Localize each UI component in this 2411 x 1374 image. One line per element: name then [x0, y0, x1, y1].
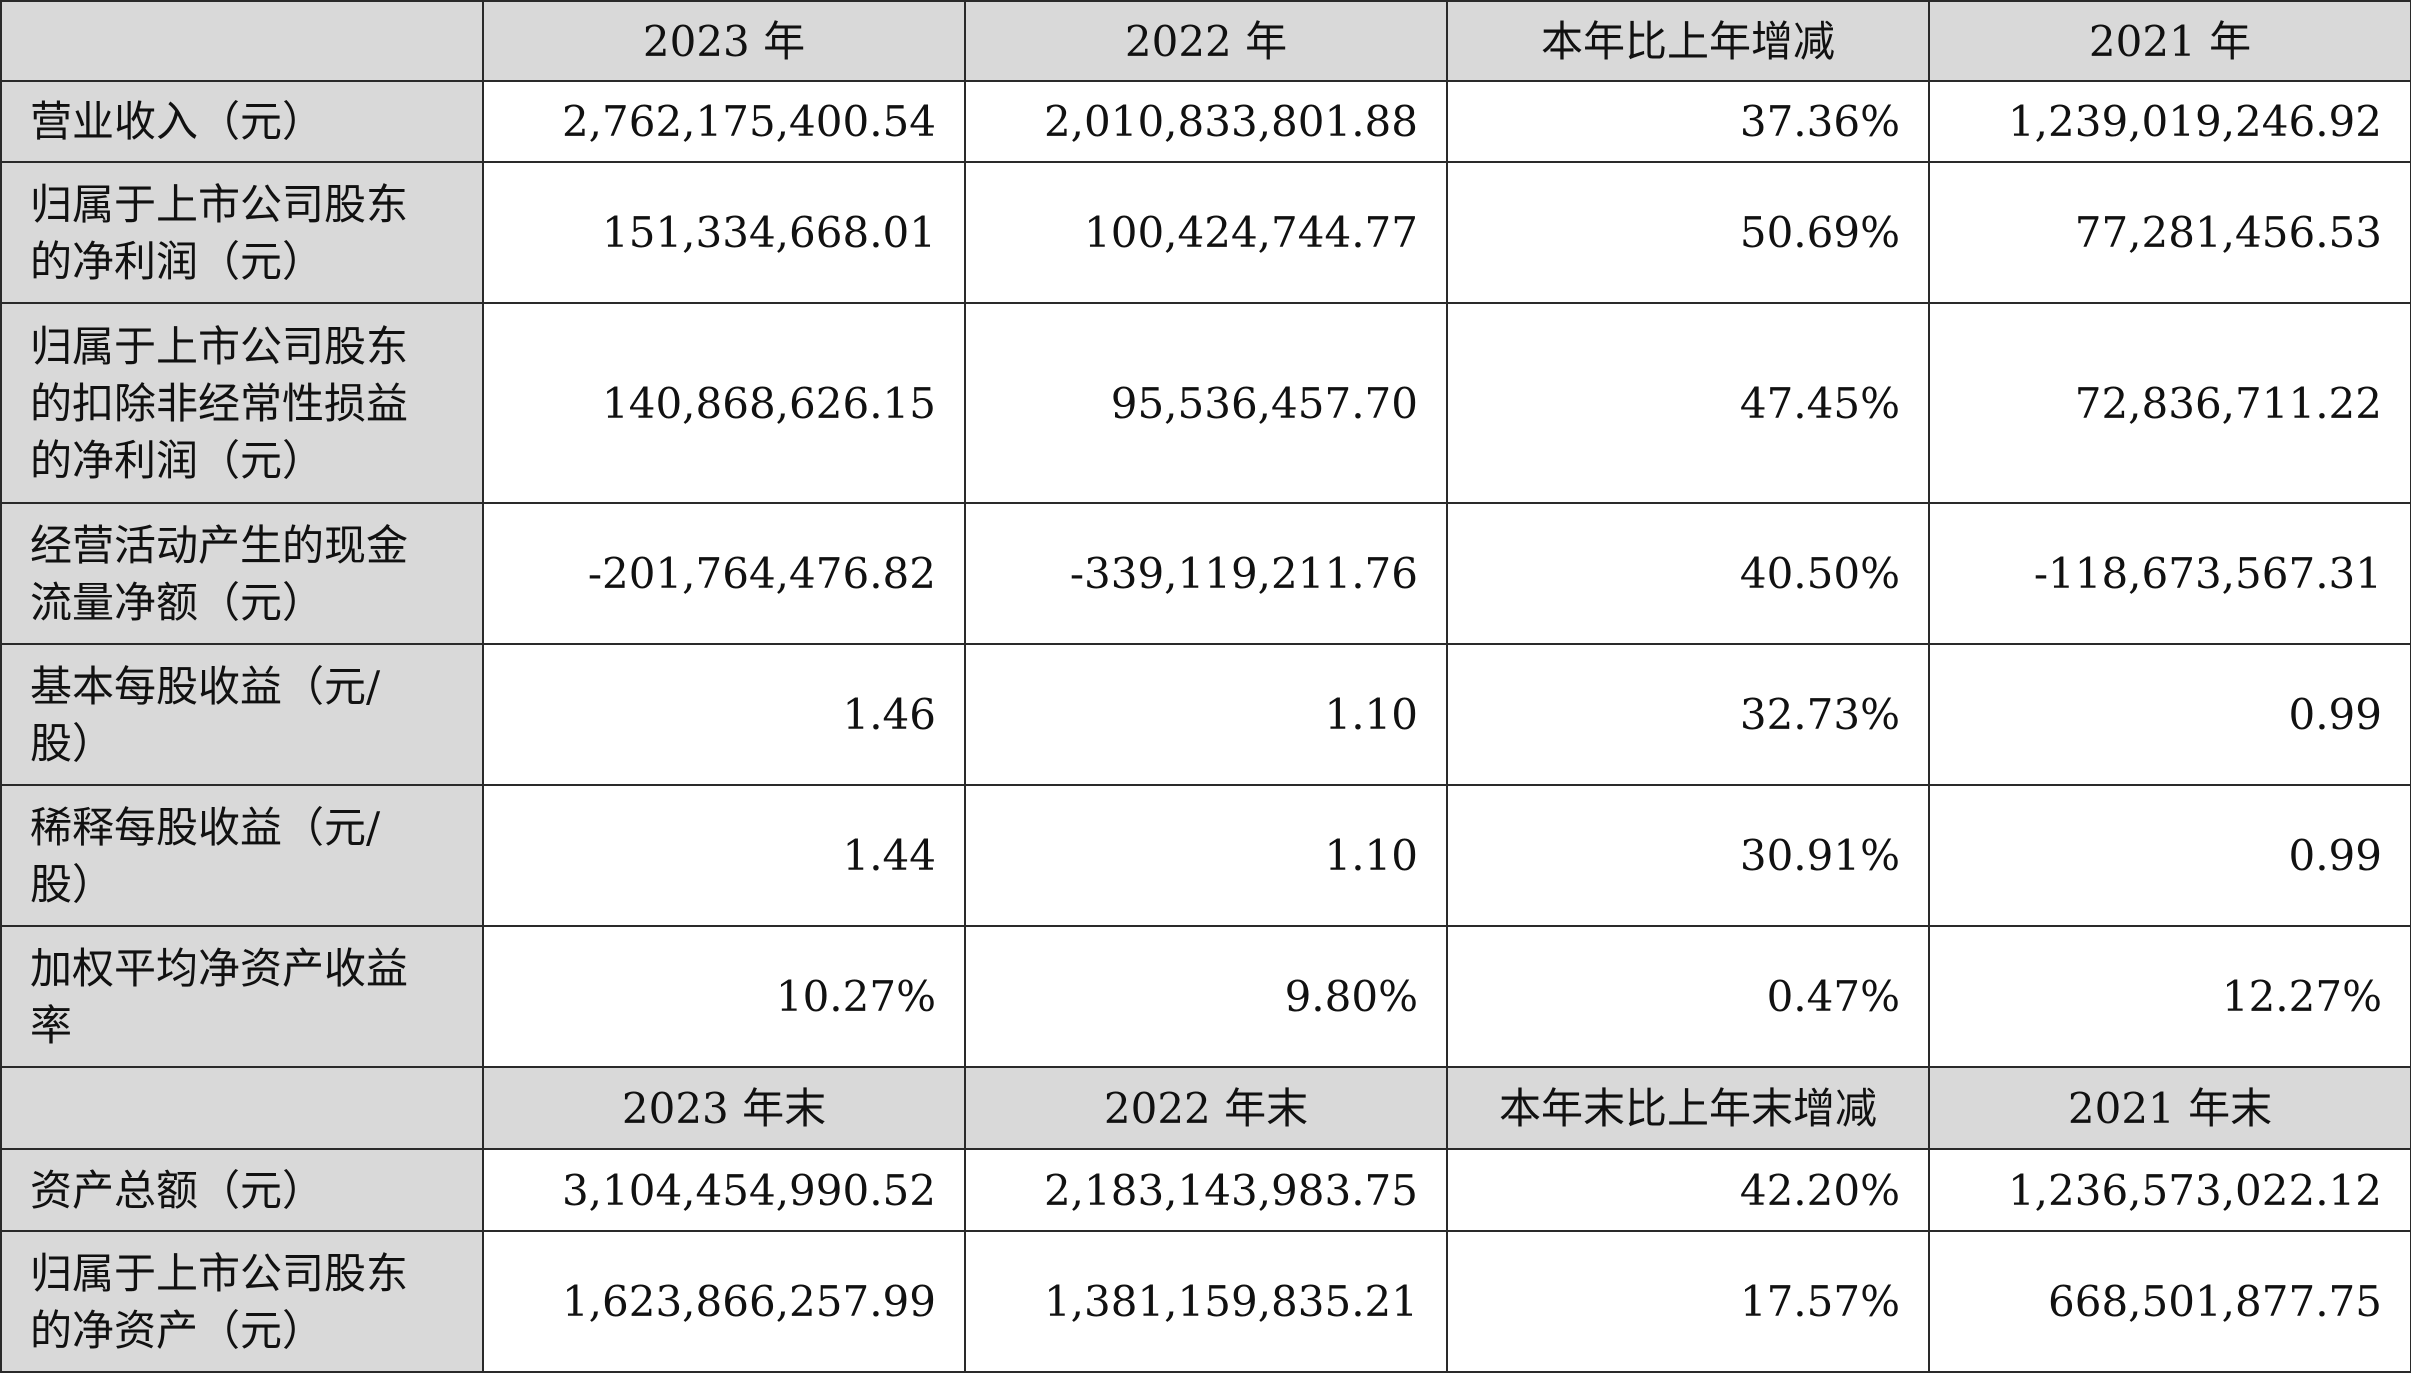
value-change-end: 17.57% — [1446, 1230, 1930, 1373]
header-2021: 2021 年 — [1928, 0, 2411, 82]
header-2023-end: 2023 年末 — [482, 1066, 966, 1150]
header-2022-end: 2022 年末 — [964, 1066, 1448, 1150]
row-label-line: 资产总额（元） — [30, 1165, 325, 1215]
row-label: 加权平均净资产收益 率 — [0, 925, 484, 1068]
row-label: 归属于上市公司股东 的净资产（元） — [0, 1230, 484, 1373]
value-2023-end: 3,104,454,990.52 — [482, 1148, 966, 1232]
row-label-line: 归属于上市公司股东 — [30, 321, 409, 371]
value-2022: 9.80% — [964, 925, 1448, 1068]
value-2021: 77,281,456.53 — [1928, 161, 2411, 304]
value-change: 30.91% — [1446, 784, 1930, 927]
value-2022: 2,010,833,801.88 — [964, 80, 1448, 163]
header-2021-end: 2021 年末 — [1928, 1066, 2411, 1150]
value-2023: 2,762,175,400.54 — [482, 80, 966, 163]
row-label: 归属于上市公司股东 的净利润（元） — [0, 161, 484, 304]
table-row: 资产总额（元） 3,104,454,990.52 2,183,143,983.7… — [0, 1148, 2411, 1232]
header-2022: 2022 年 — [964, 0, 1448, 82]
value-2022-end: 2,183,143,983.75 — [964, 1148, 1448, 1232]
header-corner-cell — [0, 1066, 484, 1150]
value-change: 47.45% — [1446, 302, 1930, 504]
value-2023-end: 1,623,866,257.99 — [482, 1230, 966, 1373]
value-2023: 140,868,626.15 — [482, 302, 966, 504]
row-label-line: 归属于上市公司股东 — [30, 1248, 409, 1298]
value-change: 0.47% — [1446, 925, 1930, 1068]
value-2022: 100,424,744.77 — [964, 161, 1448, 304]
value-2022-end: 1,381,159,835.21 — [964, 1230, 1448, 1373]
row-label-line: 经营活动产生的现金 — [30, 520, 409, 570]
header-change: 本年比上年增减 — [1446, 0, 1930, 82]
row-label: 基本每股收益（元/ 股） — [0, 643, 484, 786]
row-label-line: 营业收入（元） — [30, 97, 325, 146]
value-2023: -201,764,476.82 — [482, 502, 966, 645]
header-corner-cell — [0, 0, 484, 82]
value-change-end: 42.20% — [1446, 1148, 1930, 1232]
value-2023: 1.44 — [482, 784, 966, 927]
value-2021: 72,836,711.22 — [1928, 302, 2411, 504]
row-label-line: 的净利润（元） — [30, 236, 325, 286]
table-row: 归属于上市公司股东 的扣除非经常性损益 的净利润（元） 140,868,626.… — [0, 302, 2411, 504]
value-2021: 12.27% — [1928, 925, 2411, 1068]
value-2022: 95,536,457.70 — [964, 302, 1448, 504]
row-label-line: 股） — [30, 859, 115, 909]
value-2021-end: 668,501,877.75 — [1928, 1230, 2411, 1373]
row-label-line: 的扣除非经常性损益 — [30, 378, 409, 428]
row-label-line: 归属于上市公司股东 — [30, 179, 409, 229]
value-2022: 1.10 — [964, 643, 1448, 786]
header-2023: 2023 年 — [482, 0, 966, 82]
table-row: 加权平均净资产收益 率 10.27% 9.80% 0.47% 12.27% — [0, 925, 2411, 1068]
value-change: 37.36% — [1446, 80, 1930, 163]
table-row: 基本每股收益（元/ 股） 1.46 1.10 32.73% 0.99 — [0, 643, 2411, 786]
table-row: 营业收入（元） 2,762,175,400.54 2,010,833,801.8… — [0, 80, 2411, 163]
row-label-line: 稀释每股收益（元/ — [30, 802, 381, 852]
row-label-line: 流量净额（元） — [30, 577, 325, 627]
header-row-years: 2023 年 2022 年 本年比上年增减 2021 年 — [0, 0, 2411, 82]
header-change-end: 本年末比上年末增减 — [1446, 1066, 1930, 1150]
table-row: 经营活动产生的现金 流量净额（元） -201,764,476.82 -339,1… — [0, 502, 2411, 645]
value-2021: 1,239,019,246.92 — [1928, 80, 2411, 163]
value-2021: 0.99 — [1928, 643, 2411, 786]
value-2021: -118,673,567.31 — [1928, 502, 2411, 645]
row-label: 资产总额（元） — [0, 1148, 484, 1232]
value-change: 32.73% — [1446, 643, 1930, 786]
table-row: 归属于上市公司股东 的净利润（元） 151,334,668.01 100,424… — [0, 161, 2411, 304]
value-change: 40.50% — [1446, 502, 1930, 645]
value-2023: 1.46 — [482, 643, 966, 786]
row-label: 经营活动产生的现金 流量净额（元） — [0, 502, 484, 645]
row-label-line: 加权平均净资产收益 — [30, 943, 409, 993]
value-change: 50.69% — [1446, 161, 1930, 304]
header-row-year-end: 2023 年末 2022 年末 本年末比上年末增减 2021 年末 — [0, 1066, 2411, 1150]
row-label: 稀释每股收益（元/ 股） — [0, 784, 484, 927]
row-label-line: 股） — [30, 718, 115, 768]
row-label-line: 的净利润（元） — [30, 435, 325, 485]
row-label: 归属于上市公司股东 的扣除非经常性损益 的净利润（元） — [0, 302, 484, 504]
row-label-line: 的净资产（元） — [30, 1305, 325, 1355]
value-2022: -339,119,211.76 — [964, 502, 1448, 645]
value-2022: 1.10 — [964, 784, 1448, 927]
value-2021-end: 1,236,573,022.12 — [1928, 1148, 2411, 1232]
value-2023: 10.27% — [482, 925, 966, 1068]
table-row: 稀释每股收益（元/ 股） 1.44 1.10 30.91% 0.99 — [0, 784, 2411, 927]
row-label: 营业收入（元） — [0, 80, 484, 163]
value-2021: 0.99 — [1928, 784, 2411, 927]
table-row: 归属于上市公司股东 的净资产（元） 1,623,866,257.99 1,381… — [0, 1230, 2411, 1373]
value-2023: 151,334,668.01 — [482, 161, 966, 304]
row-label-line: 率 — [30, 1000, 73, 1050]
row-label-line: 基本每股收益（元/ — [30, 661, 381, 711]
